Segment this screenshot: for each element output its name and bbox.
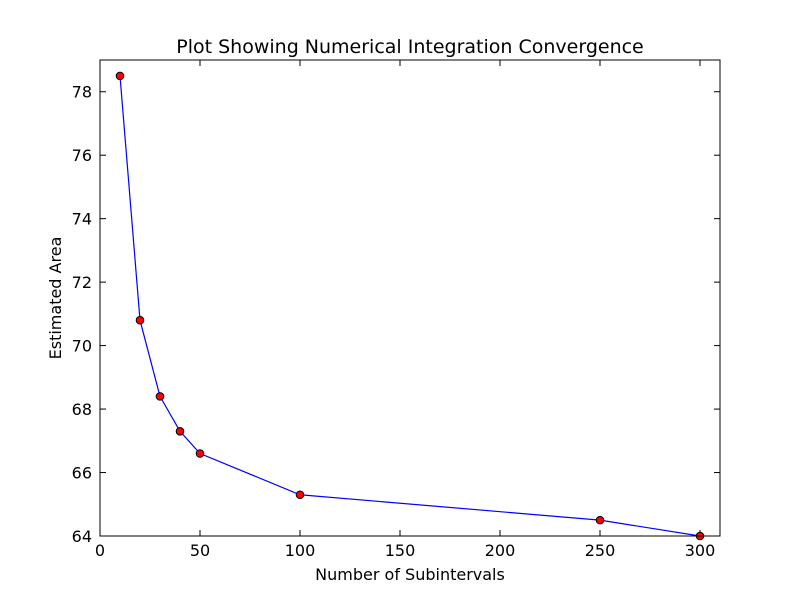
data-point [595, 515, 605, 525]
plot-content [115, 71, 705, 541]
y-tick-label: 68 [72, 400, 92, 419]
y-tick-label: 74 [72, 210, 92, 229]
x-tick-label: 200 [485, 541, 516, 560]
y-tick-label: 76 [72, 146, 92, 165]
x-tick-label: 150 [385, 541, 416, 560]
data-point [115, 71, 125, 81]
y-tick-label: 70 [72, 337, 92, 356]
y-tick-label: 78 [72, 83, 92, 102]
x-tick-label: 0 [95, 541, 105, 560]
series-line [119, 75, 701, 537]
x-tick-label: 100 [285, 541, 316, 560]
data-point [295, 490, 305, 500]
x-tick-label: 300 [685, 541, 716, 560]
y-tick-label: 64 [72, 527, 92, 546]
y-tick-label: 66 [72, 464, 92, 483]
y-axis-label: Estimated Area [46, 237, 65, 360]
data-point [175, 426, 185, 436]
data-point [155, 392, 165, 401]
plot-frame [99, 59, 721, 537]
x-tick-label: 250 [585, 541, 616, 560]
x-axis-label: Number of Subintervals [315, 565, 505, 584]
x-tick-label: 50 [190, 541, 210, 560]
y-tick-label: 72 [72, 273, 92, 292]
data-point [195, 449, 205, 458]
axis-ticks: 0 50 100 150 200 250 300 64 66 68 70 72 74 76 78 [72, 60, 720, 560]
chart-title: Plot Showing Numerical Integration Conve… [176, 36, 644, 58]
data-point [135, 315, 145, 325]
